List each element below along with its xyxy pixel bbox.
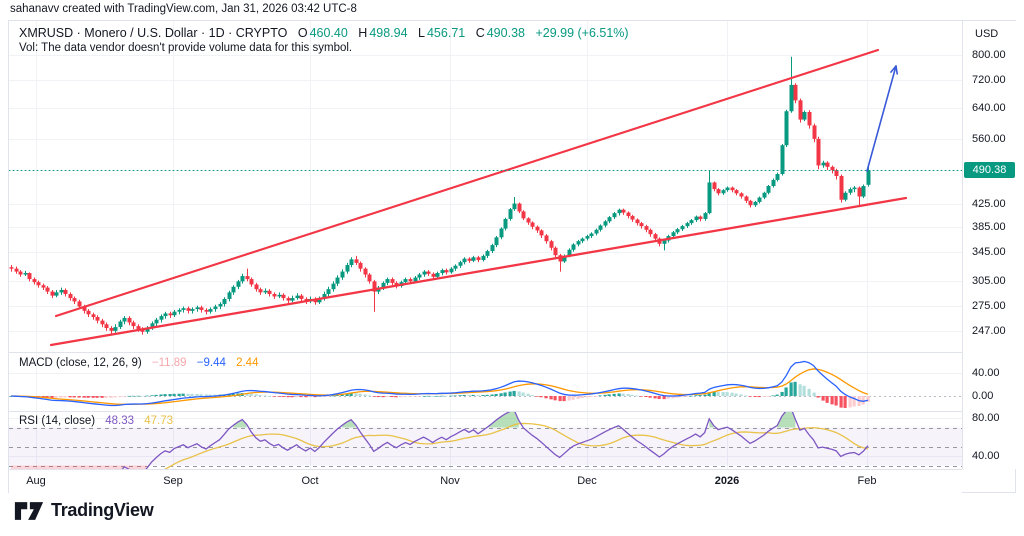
- price-tick-label: 275.00: [972, 299, 1006, 312]
- rsi-tick-label: 40.00: [972, 450, 1000, 462]
- price-tick-label: 385.00: [972, 220, 1006, 233]
- macd-line-value: −9.44: [196, 357, 226, 369]
- time-axis[interactable]: Aug Sep Oct Nov Dec 2026 Feb: [9, 469, 962, 493]
- price-axis[interactable]: USD 490.38 800.00 720.00 640.00 560.00 425.0…: [962, 21, 1016, 469]
- time-tick-label: Dec: [577, 475, 597, 487]
- rsi-tick-label: 80.00: [972, 412, 1000, 424]
- time-tick-label: Nov: [440, 475, 460, 487]
- macd-tick-label: 0.00: [972, 390, 994, 402]
- rsi-value: 48.33: [105, 415, 135, 427]
- price-tick-label: 345.00: [972, 246, 1006, 259]
- macd-title: MACD (close, 12, 26, 9): [19, 357, 142, 369]
- rsi-ma-value: 47.73: [144, 415, 174, 427]
- price-tick-label: 720.00: [972, 73, 1006, 86]
- price-tick-label: 425.00: [972, 197, 1006, 210]
- tradingview-logo-text: TradingView: [51, 500, 154, 520]
- price-tick-label: 305.00: [972, 275, 1006, 288]
- chart-plot-area[interactable]: [9, 21, 962, 469]
- rsi-title: RSI (14, close): [19, 415, 96, 427]
- close-value: 490.38: [486, 26, 525, 40]
- tradingview-brand[interactable]: TradingView: [14, 500, 154, 521]
- time-tick-label: Feb: [857, 475, 877, 487]
- chart-card: XMRUSD · Monero / U.S. Dollar · 1D · CRY…: [8, 20, 1016, 493]
- price-tick-label: 247.00: [972, 324, 1006, 337]
- price-tick-label: 560.00: [972, 132, 1006, 145]
- time-tick-label: 2026: [714, 475, 740, 487]
- price-tick-label: 800.00: [972, 49, 1006, 62]
- macd-tick-label: 40.00: [972, 367, 1000, 379]
- low-value: 456.71: [426, 26, 466, 40]
- open-value: 460.40: [309, 26, 348, 40]
- change-value: +29.99 (+6.51%): [535, 26, 629, 40]
- high-label: H: [358, 26, 368, 40]
- low-label: L: [418, 26, 425, 40]
- open-label: O: [297, 26, 308, 40]
- time-tick-label: Oct: [301, 475, 319, 487]
- symbol-description: XMRUSD · Monero / U.S. Dollar · 1D · CRY…: [19, 26, 288, 40]
- attribution-text: sahanavv created with TradingView.com, J…: [10, 3, 357, 15]
- macd-legend[interactable]: MACD (close, 12, 26, 9) −11.89 −9.44 2.4…: [19, 357, 260, 369]
- tradingview-logo-icon: [14, 501, 44, 520]
- time-tick-label: Aug: [26, 475, 46, 487]
- currency-label: USD: [975, 28, 999, 40]
- macd-signal-value: 2.44: [236, 357, 259, 369]
- last-price-badge: 490.38: [964, 162, 1015, 178]
- macd-histogram-value: −11.89: [151, 357, 187, 369]
- volume-note: Vol: The data vendor doesn't provide vol…: [19, 42, 353, 54]
- price-tick-label: 640.00: [972, 101, 1006, 114]
- close-label: C: [475, 26, 485, 40]
- time-tick-label: Sep: [163, 475, 183, 487]
- rsi-legend[interactable]: RSI (14, close) 48.33 47.73: [19, 415, 175, 427]
- symbol-legend[interactable]: XMRUSD · Monero / U.S. Dollar · 1D · CRY…: [19, 26, 631, 40]
- high-value: 498.94: [369, 26, 408, 40]
